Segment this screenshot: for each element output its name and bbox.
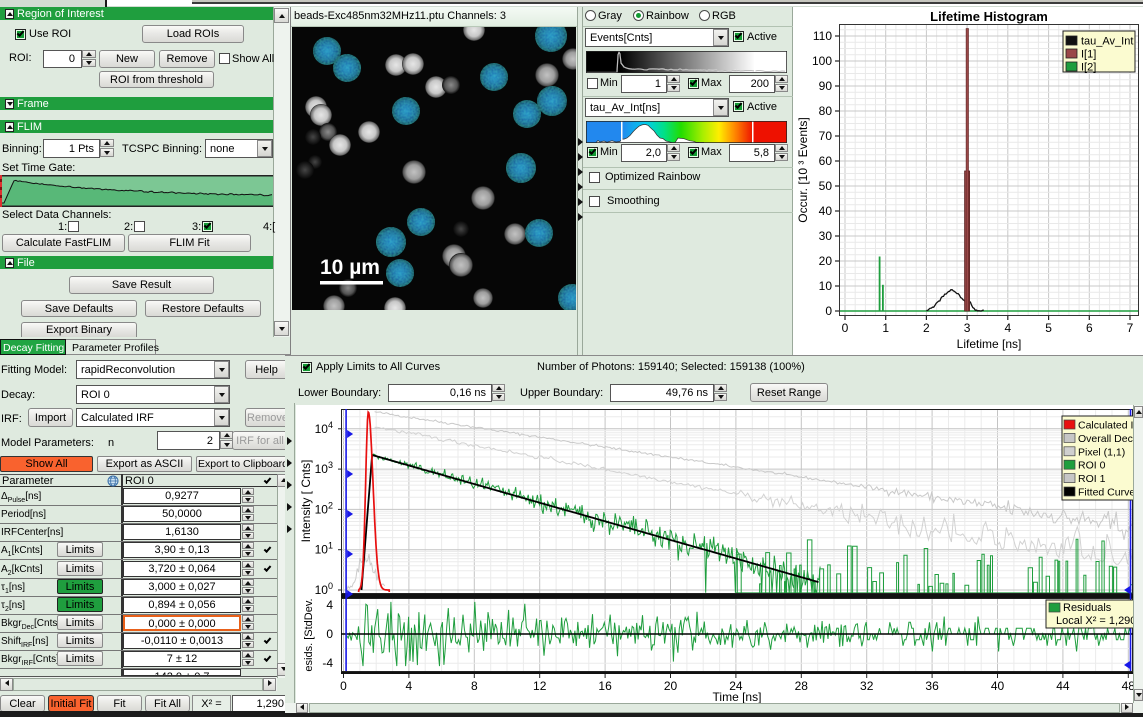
- svg-text:5: 5: [1045, 321, 1052, 335]
- svg-text:3: 3: [964, 321, 971, 335]
- svg-text:40: 40: [991, 679, 1005, 693]
- svg-text:100: 100: [315, 581, 333, 597]
- svg-text:Occur. [10 ³ Events]: Occur. [10 ³ Events]: [796, 117, 810, 222]
- svg-text:10 µm: 10 µm: [320, 256, 380, 279]
- svg-text:103: 103: [315, 460, 333, 476]
- svg-text:-4: -4: [322, 656, 333, 670]
- svg-text:12: 12: [533, 679, 547, 693]
- svg-text:110: 110: [813, 29, 832, 43]
- svg-text:Pixel (1,1): Pixel (1,1): [1078, 446, 1125, 458]
- svg-text:44: 44: [1056, 679, 1070, 693]
- svg-text:Intensity [ Cnts]: Intensity [ Cnts]: [299, 460, 313, 543]
- svg-text:Lifetime Histogram: Lifetime Histogram: [930, 9, 1048, 24]
- svg-text:70: 70: [819, 129, 833, 143]
- svg-text:28: 28: [795, 679, 809, 693]
- svg-text:Residuals: Residuals: [1063, 602, 1112, 614]
- svg-text:0: 0: [842, 321, 849, 335]
- svg-text:36: 36: [925, 679, 939, 693]
- svg-text:30: 30: [819, 229, 833, 243]
- svg-text:20: 20: [664, 679, 678, 693]
- svg-text:0: 0: [825, 304, 832, 318]
- svg-text:Fitted Curve: Fitted Curve: [1078, 487, 1133, 499]
- svg-text:1: 1: [882, 321, 889, 335]
- svg-text:4: 4: [406, 679, 413, 693]
- svg-text:24: 24: [729, 679, 743, 693]
- svg-text:Local X² = 1,290: Local X² = 1,290: [1056, 615, 1133, 627]
- svg-text:I[2]: I[2]: [1081, 62, 1096, 74]
- svg-text:0: 0: [326, 627, 333, 641]
- svg-text:40: 40: [819, 204, 833, 218]
- svg-text:Lifetime [ns]: Lifetime [ns]: [957, 337, 1022, 351]
- svg-text:50: 50: [819, 179, 833, 193]
- svg-text:20: 20: [819, 254, 833, 268]
- svg-text:10: 10: [819, 279, 833, 293]
- svg-text:4: 4: [326, 598, 333, 612]
- svg-text:Time [ns]: Time [ns]: [713, 690, 762, 703]
- svg-text:90: 90: [819, 79, 833, 93]
- svg-text:7: 7: [1127, 321, 1134, 335]
- svg-text:32: 32: [860, 679, 874, 693]
- svg-text:ROI 1: ROI 1: [1078, 473, 1106, 485]
- svg-text:6: 6: [1086, 321, 1093, 335]
- svg-text:esids. [StdDev.: esids. [StdDev.: [303, 598, 315, 671]
- svg-text:Overall Decay: Overall Decay: [1078, 433, 1133, 445]
- svg-text:4: 4: [1004, 321, 1011, 335]
- svg-text:100: 100: [812, 54, 832, 68]
- svg-text:ROI 0: ROI 0: [1078, 460, 1106, 472]
- svg-text:Calculated IRF: Calculated IRF: [1078, 420, 1133, 432]
- svg-text:102: 102: [315, 500, 333, 516]
- svg-text:101: 101: [315, 541, 333, 557]
- svg-text:104: 104: [315, 420, 333, 436]
- svg-text:48: 48: [1122, 679, 1133, 693]
- svg-text:0: 0: [340, 679, 347, 693]
- svg-text:80: 80: [819, 104, 833, 118]
- svg-text:60: 60: [819, 154, 833, 168]
- svg-text:8: 8: [471, 679, 478, 693]
- svg-text:I[1]: I[1]: [1081, 49, 1096, 61]
- svg-text:2: 2: [923, 321, 930, 335]
- svg-text:16: 16: [598, 679, 612, 693]
- svg-text:tau_Av_Int: tau_Av_Int: [1081, 36, 1133, 48]
